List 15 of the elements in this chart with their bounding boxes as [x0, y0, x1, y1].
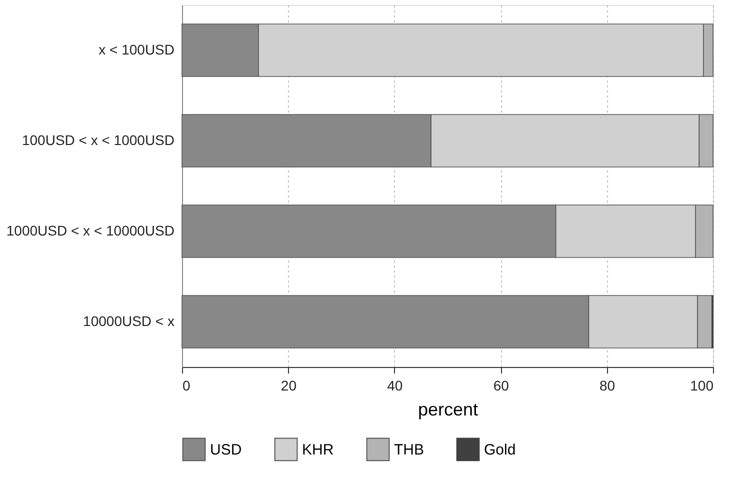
legend-label: THB [394, 441, 424, 458]
legend-label: USD [210, 441, 242, 458]
x-tick-label: 20 [280, 378, 297, 394]
x-tick-label: 0 [182, 378, 190, 394]
x-axis-title: percent [418, 400, 478, 420]
y-tick-label: 10000USD < x [83, 312, 174, 329]
x-tick-label: 60 [493, 378, 510, 394]
legend-label: KHR [302, 441, 334, 458]
x-tick-label: 40 [387, 378, 403, 394]
x-tick-label: 100 [690, 378, 714, 394]
legend-label: Gold [484, 441, 516, 458]
x-tick-label: 80 [600, 378, 616, 394]
y-tick-label: 100USD < x < 1000USD [22, 132, 174, 148]
y-tick-label: x < 100USD [98, 41, 174, 58]
y-tick-label: 1000USD < x < 10000USD [6, 222, 174, 238]
